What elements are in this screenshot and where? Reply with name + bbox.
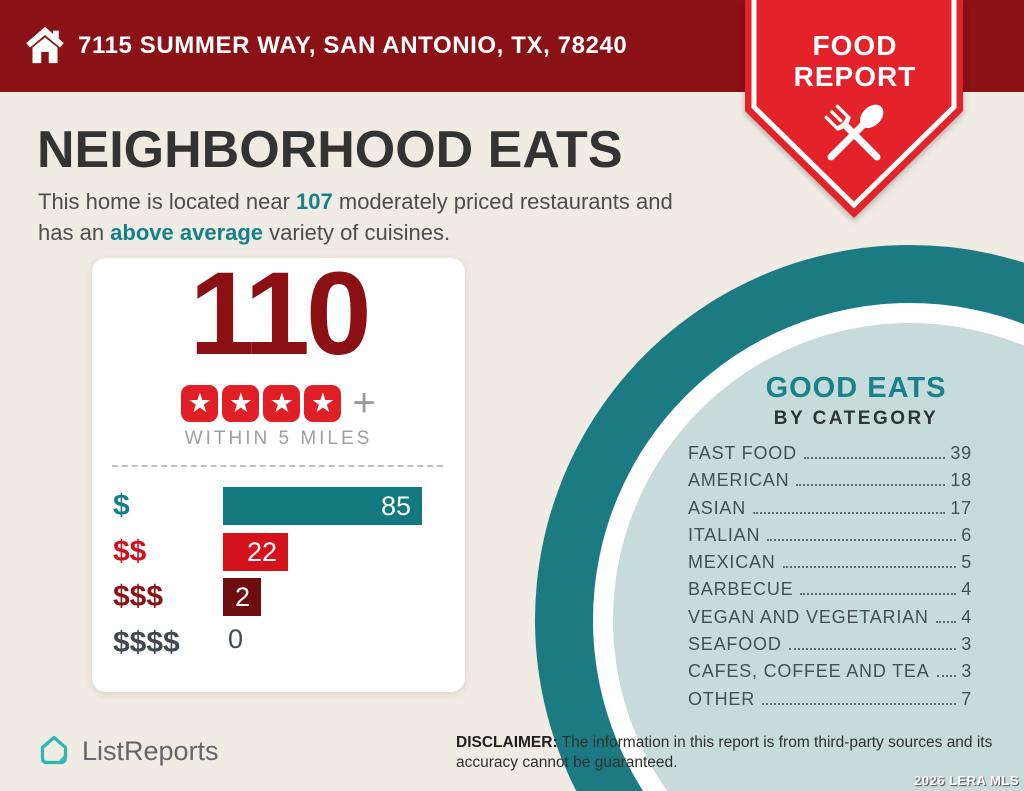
disclaimer-label: DISCLAIMER: xyxy=(456,734,558,751)
category-row: AMERICAN 18 xyxy=(688,470,972,497)
dotted-leader xyxy=(753,511,946,514)
plus-icon: + xyxy=(352,381,376,425)
listreports-logo-icon xyxy=(40,735,68,765)
category-row: VEGAN AND VEGETARIAN 4 xyxy=(688,607,972,634)
dotted-leader xyxy=(935,620,957,623)
category-value: 3 xyxy=(961,661,972,682)
dashed-divider xyxy=(112,465,443,467)
price-tier-bar-chart: $85 $$ 22 $$$ 2 $$$$ 0 xyxy=(92,487,465,669)
category-value: 4 xyxy=(961,579,972,600)
listreports-brand: ListReports xyxy=(36,733,219,769)
star-badges: ★ ★ ★ ★ xyxy=(181,385,342,422)
category-row: SEAFOOD 3 xyxy=(688,634,972,661)
dotted-leader xyxy=(762,702,957,705)
good-eats-subtitle: BY CATEGORY xyxy=(773,408,939,429)
page-subtitle: This home is located near 107 moderately… xyxy=(38,186,738,248)
total-restaurants-count: 110 xyxy=(189,248,371,380)
bar-fill: 22 xyxy=(223,532,288,571)
star-icon: ★ xyxy=(181,385,219,422)
dotted-leader xyxy=(800,593,957,596)
bar-track: 22 xyxy=(223,532,288,571)
ribbon-title: FOOD REPORT xyxy=(741,30,969,92)
category-row: CAFES, COFFEE AND TEA 3 xyxy=(688,661,972,688)
category-label: AMERICAN xyxy=(688,470,790,491)
price-tier-label: $$ xyxy=(113,534,147,568)
good-eats-title: GOOD EATS xyxy=(765,372,947,404)
price-tier-row: $85 xyxy=(92,487,465,525)
home-icon xyxy=(26,26,64,64)
category-value: 5 xyxy=(961,552,972,573)
bar-track: 85 xyxy=(223,487,422,525)
category-label: ITALIAN xyxy=(688,524,761,545)
restaurant-count: 107 xyxy=(296,189,333,214)
bar-fill: 85 xyxy=(223,487,422,525)
category-row: FAST FOOD 39 xyxy=(688,443,972,470)
ribbon-title-line1: FOOD xyxy=(812,30,898,61)
food-report-ribbon xyxy=(745,0,963,218)
category-value: 17 xyxy=(950,497,972,518)
variety-highlight: above average xyxy=(110,220,264,245)
price-tier-row: $$ 22 xyxy=(92,532,465,571)
category-label: MEXICAN xyxy=(688,552,776,573)
category-label: OTHER xyxy=(688,688,755,709)
category-label: ASIAN xyxy=(688,497,747,518)
category-row: OTHER 7 xyxy=(688,689,972,716)
star-rating: ★ ★ ★ ★ + xyxy=(92,381,465,425)
mls-credit: 2026 LERA MLS xyxy=(914,773,1019,788)
category-label: CAFES, COFFEE AND TEA xyxy=(688,661,930,682)
subtitle-text-1: This home is located near xyxy=(38,189,297,214)
star-icon: ★ xyxy=(263,385,301,422)
category-label: VEGAN AND VEGETARIAN xyxy=(688,606,929,627)
radius-label: WITHIN 5 MILES xyxy=(184,428,373,449)
dotted-leader xyxy=(936,675,957,678)
bar-fill: 2 xyxy=(223,578,261,616)
good-eats-circle xyxy=(535,245,1024,791)
bar-track: 2 xyxy=(223,578,261,616)
category-value: 39 xyxy=(950,443,972,463)
price-tier-label: $$$$ xyxy=(113,625,180,659)
category-row: ITALIAN 6 xyxy=(688,525,972,552)
listreports-wordmark: ListReports xyxy=(82,735,219,766)
category-value: 18 xyxy=(950,470,972,491)
category-label: SEAFOOD xyxy=(688,634,782,655)
restaurant-stats-card: 110 ★ ★ ★ ★ + WITHIN 5 MILES $85 $$ 22 $$$ 2 $$$… xyxy=(92,248,465,692)
ribbon-title-line2: REPORT xyxy=(793,61,917,92)
bar-value-zero: 0 xyxy=(228,623,244,654)
subtitle-text-4: variety of cuisines. xyxy=(263,220,451,245)
star-icon: ★ xyxy=(304,385,342,422)
price-tier-row: $$$ 2 xyxy=(92,578,465,616)
category-label: FAST FOOD xyxy=(688,443,797,463)
category-label: BARBECUE xyxy=(688,579,794,600)
disclaimer-text: The information in this report is from t… xyxy=(456,734,993,771)
star-icon: ★ xyxy=(222,385,260,422)
price-tier-row: $$$$ 0 xyxy=(92,624,465,662)
subtitle-text-2: moderately priced restaurants and xyxy=(332,189,673,214)
subtitle-text-3: has an xyxy=(38,220,111,245)
property-address: 7115 SUMMER WAY, SAN ANTONIO, TX, 78240 xyxy=(78,32,628,59)
dotted-leader xyxy=(782,566,957,569)
dotted-leader xyxy=(788,648,957,651)
category-row: MEXICAN 5 xyxy=(688,552,972,579)
good-eats-heading: GOOD EATS BY CATEGORY xyxy=(666,372,1024,430)
category-value: 7 xyxy=(961,688,972,709)
category-value: 6 xyxy=(961,524,972,545)
category-row: ASIAN 17 xyxy=(688,498,972,525)
disclaimer: DISCLAIMER: The information in this repo… xyxy=(456,733,996,773)
category-list: FAST FOOD 39 AMERICAN 18 ASIAN 17 ITALIAN 6 MEXI… xyxy=(688,443,972,716)
dotted-leader xyxy=(796,484,946,487)
category-row: BARBECUE 4 xyxy=(688,579,972,606)
price-tier-label: $ xyxy=(113,489,130,522)
price-tier-label: $$$ xyxy=(113,580,164,613)
bar-track: 0 xyxy=(223,624,243,662)
dotted-leader xyxy=(767,538,957,541)
utensils-icon xyxy=(824,104,884,161)
category-value: 3 xyxy=(961,634,972,655)
dotted-leader xyxy=(803,457,946,459)
category-value: 4 xyxy=(961,606,972,627)
page-title: NEIGHBORHOOD EATS xyxy=(37,121,623,179)
